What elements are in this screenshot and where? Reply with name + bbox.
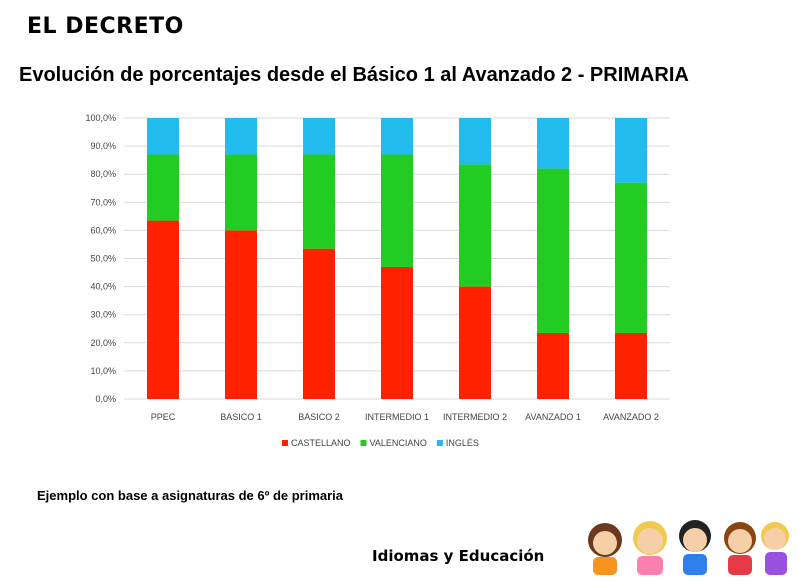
y-tick-label: 50,0% (90, 254, 116, 264)
x-tick-label: INTERMEDIO 2 (443, 412, 507, 422)
legend-swatch (360, 440, 367, 446)
bar-segment (459, 286, 491, 399)
y-tick-label: 90,0% (90, 141, 116, 151)
legend: CASTELLANO VALENCIANO INGLÉS (282, 438, 479, 448)
bar-segment (303, 248, 335, 399)
child-2 (633, 521, 667, 575)
bar-segment (225, 118, 257, 155)
legend-swatch (436, 440, 443, 446)
x-tick-label: PPEC (151, 412, 176, 422)
y-tick-label: 10,0% (90, 366, 116, 376)
bar-segment (459, 164, 491, 287)
bar-segment (615, 182, 647, 333)
y-axis: 0,0% 10,0% 20,0% 30,0% 40,0% 50,0% 60,0% 70,0% 8… (85, 113, 116, 404)
child-4 (724, 522, 756, 575)
x-tick-label: AVANZADO 2 (603, 412, 659, 422)
y-tick-label: 70,0% (90, 197, 116, 207)
bars (147, 118, 647, 399)
bar-segment (537, 332, 569, 399)
y-tick-label: 40,0% (90, 282, 116, 292)
bar-segment (381, 154, 413, 267)
x-axis: PPEC BASICO 1 BASICO 2 INTERMEDIO 1 INTERMED… (151, 412, 659, 422)
bar-segment (147, 154, 179, 221)
y-tick-label: 100,0% (85, 113, 116, 123)
brand-name: Idiomas y Educación (372, 547, 545, 565)
bar-segment (147, 118, 179, 155)
stacked-bar-chart: 0,0% 10,0% 20,0% 30,0% 40,0% 50,0% 60,0% 70,0% 8… (85, 113, 670, 448)
chart-title: Evolución de porcentajes desde el Básico… (19, 64, 689, 86)
x-tick-label: AVANZADO 1 (525, 412, 581, 422)
bar-segment (537, 118, 569, 169)
bar-segment (225, 230, 257, 399)
child-3 (679, 520, 711, 575)
slide-heading: EL DECRETO (27, 14, 184, 39)
child-1 (588, 523, 622, 575)
x-tick-label: BASICO 2 (298, 412, 340, 422)
y-tick-label: 20,0% (90, 338, 116, 348)
bar-segment (615, 118, 647, 183)
x-tick-label: INTERMEDIO 1 (365, 412, 429, 422)
bar-segment (459, 118, 491, 165)
bar-segment (381, 118, 413, 155)
bar-segment (303, 118, 335, 155)
legend-label: INGLÉS (446, 438, 479, 448)
y-tick-label: 60,0% (90, 225, 116, 235)
legend-label: CASTELLANO (291, 438, 351, 448)
bar-segment (615, 332, 647, 399)
children-illustration (588, 520, 789, 575)
y-tick-label: 0,0% (95, 394, 116, 404)
y-tick-label: 30,0% (90, 310, 116, 320)
x-tick-label: BASICO 1 (220, 412, 262, 422)
child-5 (761, 522, 789, 575)
bar-segment (381, 266, 413, 399)
bar-segment (147, 220, 179, 399)
bar-segment (303, 154, 335, 249)
bar-segment (537, 168, 569, 333)
y-tick-label: 80,0% (90, 169, 116, 179)
legend-label: VALENCIANO (370, 438, 427, 448)
footnote: Ejemplo con base a asignaturas de 6º de … (37, 488, 344, 503)
legend-swatch (282, 440, 288, 446)
bar-segment (225, 154, 257, 231)
